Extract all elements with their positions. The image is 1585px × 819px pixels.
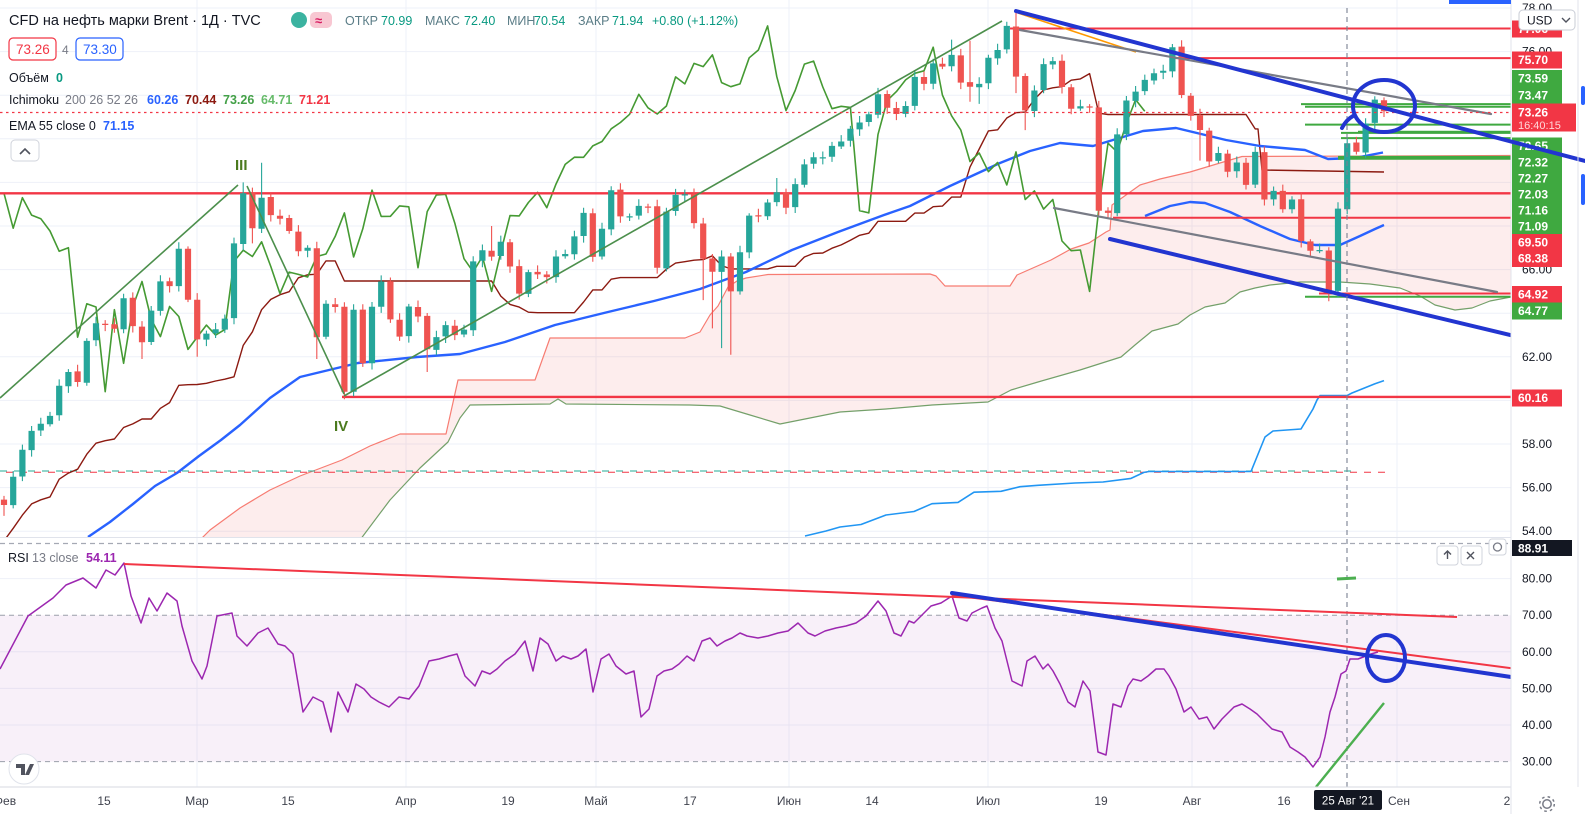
svg-text:54.11: 54.11 bbox=[86, 551, 117, 565]
svg-text:ОТКР: ОТКР bbox=[345, 14, 378, 28]
svg-text:68.38: 68.38 bbox=[1518, 252, 1548, 266]
svg-text:14: 14 bbox=[865, 794, 879, 808]
svg-text:МАКС: МАКС bbox=[425, 14, 460, 28]
svg-text:19: 19 bbox=[501, 794, 515, 808]
svg-text:Авг: Авг bbox=[1183, 794, 1202, 808]
svg-text:60.00: 60.00 bbox=[1522, 645, 1552, 659]
svg-text:ЗАКР: ЗАКР bbox=[578, 14, 610, 28]
svg-text:Июн: Июн bbox=[777, 794, 801, 808]
svg-text:60.16: 60.16 bbox=[1518, 391, 1548, 405]
svg-text:73.47: 73.47 bbox=[1518, 89, 1548, 103]
svg-text:40.00: 40.00 bbox=[1522, 718, 1552, 732]
svg-text:73.26: 73.26 bbox=[223, 93, 254, 107]
svg-text:USD: USD bbox=[1527, 14, 1553, 28]
svg-text:73.59: 73.59 bbox=[1518, 72, 1548, 86]
svg-text:Объём: Объём bbox=[9, 71, 49, 85]
svg-text:16:40:15: 16:40:15 bbox=[1518, 120, 1561, 132]
svg-text:15: 15 bbox=[97, 794, 111, 808]
svg-text:25 Авг '21: 25 Авг '21 bbox=[1322, 796, 1374, 808]
svg-text:88.91: 88.91 bbox=[1518, 542, 1548, 556]
svg-text:73.26: 73.26 bbox=[16, 42, 50, 57]
svg-text:Апр: Апр bbox=[395, 794, 417, 808]
svg-text:71.16: 71.16 bbox=[1518, 204, 1548, 218]
svg-text:16: 16 bbox=[1277, 794, 1291, 808]
svg-text:RSI: RSI bbox=[8, 551, 29, 565]
svg-text:15: 15 bbox=[281, 794, 295, 808]
svg-text:56.00: 56.00 bbox=[1522, 481, 1552, 495]
svg-text:71.15: 71.15 bbox=[103, 119, 134, 133]
svg-text:Июл: Июл bbox=[976, 794, 1000, 808]
svg-text:71.94: 71.94 bbox=[612, 14, 643, 28]
svg-text:4: 4 bbox=[62, 43, 69, 57]
svg-text:72.32: 72.32 bbox=[1518, 156, 1548, 170]
svg-text:IV: IV bbox=[334, 418, 348, 435]
svg-text:30.00: 30.00 bbox=[1522, 755, 1552, 769]
svg-text:CFD на нефть марки Brent · 1Д: CFD на нефть марки Brent · 1Д · TVC bbox=[9, 13, 261, 29]
svg-text:64.77: 64.77 bbox=[1518, 304, 1548, 318]
svg-text:62.00: 62.00 bbox=[1522, 350, 1552, 364]
svg-text:+0.80 (+1.12%): +0.80 (+1.12%) bbox=[652, 14, 738, 28]
svg-text:70.54: 70.54 bbox=[534, 14, 565, 28]
svg-text:200 26 52 26: 200 26 52 26 bbox=[65, 93, 138, 107]
svg-text:0: 0 bbox=[56, 71, 63, 85]
svg-text:72.03: 72.03 bbox=[1518, 188, 1548, 202]
svg-text:72.27: 72.27 bbox=[1518, 172, 1548, 186]
svg-text:54.00: 54.00 bbox=[1522, 524, 1552, 538]
svg-text:Мар: Мар bbox=[185, 794, 209, 808]
svg-text:80.00: 80.00 bbox=[1522, 572, 1552, 586]
svg-text:EMA 55 close 0: EMA 55 close 0 bbox=[9, 119, 96, 133]
svg-text:60.26: 60.26 bbox=[147, 93, 178, 107]
svg-text:72.40: 72.40 bbox=[464, 14, 495, 28]
svg-text:Май: Май bbox=[584, 794, 608, 808]
svg-text:73.26: 73.26 bbox=[1518, 106, 1548, 120]
svg-text:Фев: Фев bbox=[0, 794, 16, 808]
svg-text:71.21: 71.21 bbox=[299, 93, 330, 107]
svg-text:III: III bbox=[235, 157, 248, 174]
svg-text:71.09: 71.09 bbox=[1518, 220, 1548, 234]
svg-text:50.00: 50.00 bbox=[1522, 681, 1552, 695]
svg-text:Сен: Сен bbox=[1388, 794, 1410, 808]
svg-text:Ichimoku: Ichimoku bbox=[9, 93, 59, 107]
svg-text:75.70: 75.70 bbox=[1518, 53, 1548, 67]
svg-text:19: 19 bbox=[1094, 794, 1108, 808]
svg-text:64.92: 64.92 bbox=[1518, 288, 1548, 302]
svg-text:2: 2 bbox=[1504, 794, 1511, 808]
svg-text:58.00: 58.00 bbox=[1522, 437, 1552, 451]
svg-text:70.00: 70.00 bbox=[1522, 608, 1552, 622]
svg-text:≈: ≈ bbox=[315, 13, 322, 28]
svg-text:73.30: 73.30 bbox=[83, 42, 117, 57]
svg-text:70.99: 70.99 bbox=[381, 14, 412, 28]
svg-text:69.50: 69.50 bbox=[1518, 236, 1548, 250]
svg-text:64.71: 64.71 bbox=[261, 93, 292, 107]
svg-text:13 close: 13 close bbox=[32, 551, 79, 565]
svg-text:70.44: 70.44 bbox=[185, 93, 216, 107]
svg-text:17: 17 bbox=[683, 794, 697, 808]
svg-text:МИН: МИН bbox=[507, 14, 535, 28]
